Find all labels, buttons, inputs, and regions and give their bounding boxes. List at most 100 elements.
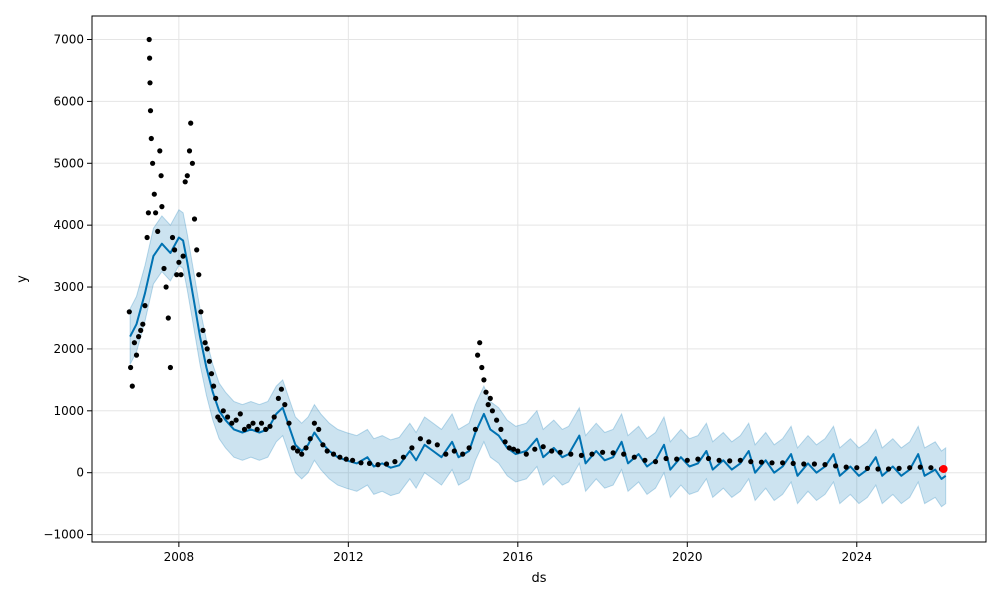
y-tick-label: −1000	[43, 528, 84, 542]
observed-point	[589, 451, 595, 457]
observed-point	[189, 160, 195, 166]
observed-point	[460, 451, 466, 457]
observed-point	[600, 449, 606, 455]
observed-point	[875, 466, 881, 472]
y-tick-label: 4000	[53, 218, 84, 232]
observed-point	[172, 247, 178, 253]
observed-point	[229, 420, 235, 426]
observed-point	[303, 445, 309, 451]
observed-point	[258, 420, 265, 426]
plot-frame	[91, 15, 987, 543]
observed-point	[324, 448, 330, 454]
x-axis: 2008 2012 2016 2020 2024	[164, 542, 872, 564]
observed-point	[758, 459, 765, 465]
observed-point	[769, 460, 775, 466]
observed-point	[392, 459, 398, 465]
observed-point	[515, 448, 521, 454]
observed-point	[275, 395, 281, 401]
observed-point	[188, 120, 194, 126]
observed-point	[466, 445, 472, 451]
observed-point	[142, 303, 148, 309]
observed-point	[233, 417, 239, 423]
observed-point	[140, 321, 146, 327]
observed-point	[833, 463, 839, 469]
observed-point	[169, 234, 176, 241]
observed-point	[568, 451, 574, 457]
observed-point	[150, 160, 156, 166]
observed-point	[472, 426, 478, 432]
forecast-line-group	[129, 236, 947, 480]
observed-point	[163, 284, 169, 290]
observed-point	[178, 272, 184, 278]
x-tick-label: 2016	[503, 550, 534, 564]
observed-point	[557, 449, 563, 455]
observed-point	[176, 259, 182, 265]
x-tick-label: 2012	[333, 550, 364, 564]
observed-point	[157, 148, 163, 154]
observed-point	[316, 426, 322, 432]
observed-point	[864, 465, 871, 471]
observed-point	[343, 456, 349, 462]
observed-point	[610, 450, 616, 456]
observed-point	[278, 386, 284, 392]
observed-point	[202, 340, 208, 346]
observed-point	[523, 451, 529, 457]
observed-point	[271, 414, 277, 420]
observed-point	[451, 448, 457, 454]
uncertainty-band	[129, 208, 947, 508]
observed-point	[684, 457, 690, 463]
observed-point	[286, 420, 292, 426]
observed-point	[246, 423, 252, 429]
observed-point	[366, 460, 373, 466]
observed-point	[191, 216, 198, 222]
observed-point	[147, 80, 153, 86]
y-tick-label: 0	[76, 466, 84, 480]
observed-point	[443, 451, 449, 457]
observed-point	[426, 439, 432, 445]
y-tick-label: 6000	[53, 94, 84, 108]
observed-point	[631, 454, 637, 460]
observed-point	[250, 420, 256, 426]
observed-point	[200, 327, 206, 333]
observed-point	[131, 340, 137, 346]
y-tick-label: 1000	[53, 404, 84, 418]
observed-point	[159, 204, 165, 210]
observed-point	[211, 383, 217, 389]
observed-point	[217, 417, 223, 423]
observed-point	[155, 228, 161, 234]
observed-point	[375, 462, 381, 468]
observed-point	[241, 426, 248, 432]
observed-point	[182, 179, 188, 185]
observed-point	[801, 461, 807, 467]
observed-point	[184, 173, 190, 179]
x-tick-label: 2020	[672, 550, 703, 564]
observed-point	[194, 247, 200, 253]
latest-point	[939, 465, 948, 473]
observed-point	[225, 414, 231, 420]
observed-point	[383, 461, 390, 467]
observed-point	[885, 466, 892, 472]
observed-point	[481, 377, 487, 383]
observed-point	[186, 148, 193, 154]
observed-point	[532, 446, 538, 452]
latest-point-group	[939, 465, 948, 473]
observed-point	[196, 272, 202, 278]
observed-point	[907, 465, 913, 471]
observed-point	[475, 352, 481, 358]
observed-point	[158, 173, 164, 179]
observed-point	[716, 457, 722, 463]
observed-point	[208, 371, 215, 377]
observed-point	[485, 402, 491, 408]
observed-point	[204, 346, 210, 352]
observed-point	[311, 420, 317, 426]
observed-point	[294, 448, 301, 454]
observed-point	[165, 315, 171, 321]
observed-point	[148, 135, 154, 142]
observed-point	[748, 459, 754, 465]
y-tick-label: 5000	[53, 156, 84, 170]
observed-point	[167, 364, 173, 371]
observed-point	[917, 464, 923, 470]
observed-point	[290, 445, 296, 451]
observed-point	[144, 234, 150, 241]
